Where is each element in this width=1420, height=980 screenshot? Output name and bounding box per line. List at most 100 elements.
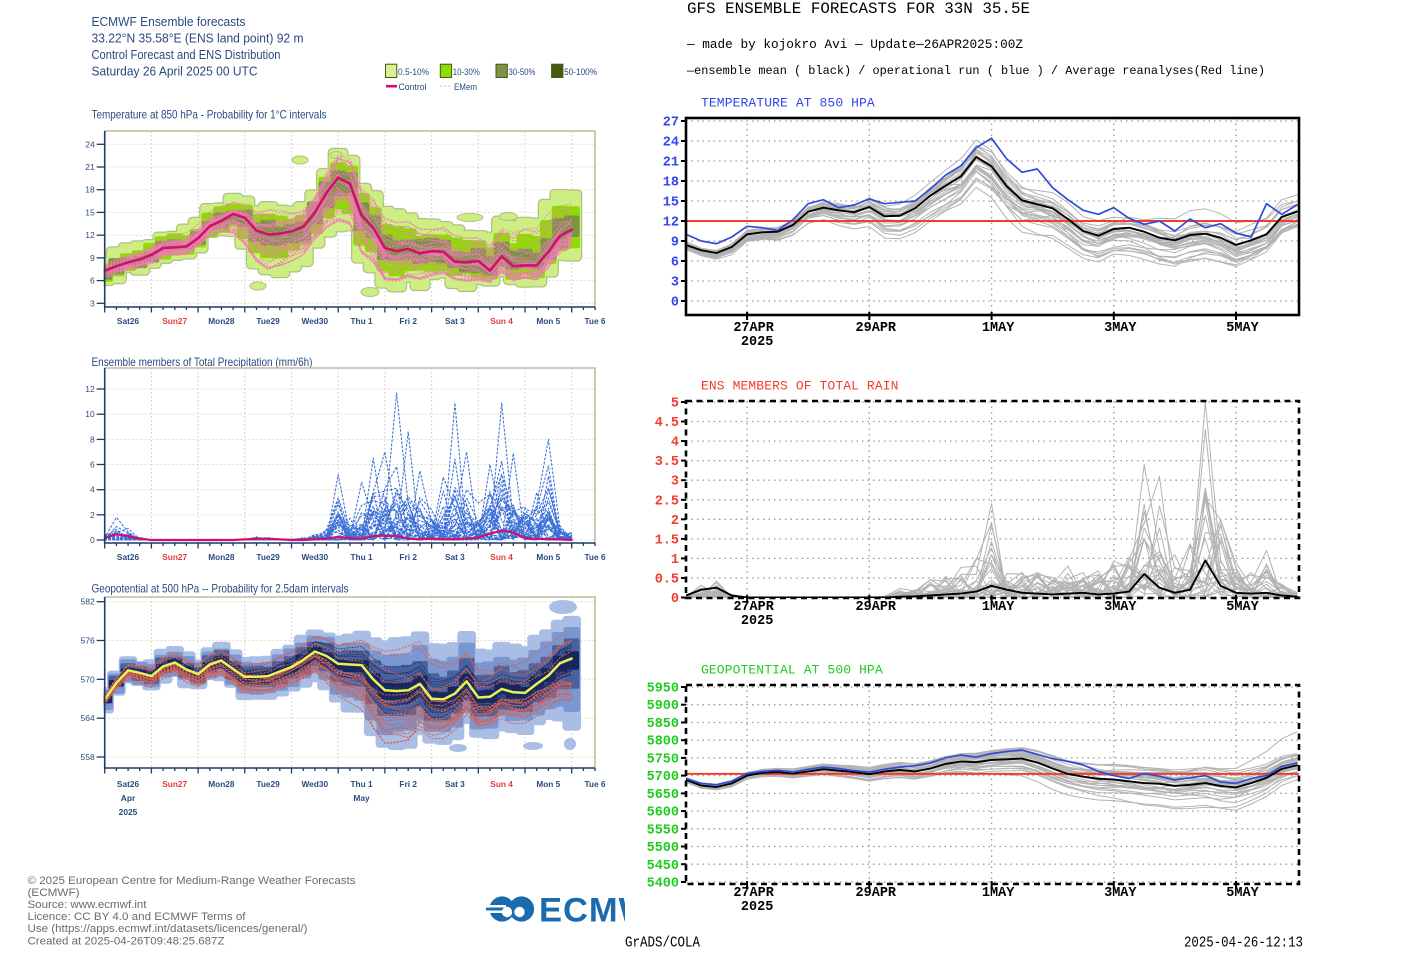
svg-text:Mon 5: Mon 5 [536,779,560,789]
svg-text:558: 558 [81,752,95,762]
svg-text:5700: 5700 [647,770,679,785]
svg-text:27APR: 27APR [733,886,774,901]
svg-text:Geopotential at 500 hPa -- Pro: Geopotential at 500 hPa -- Probability f… [92,583,349,596]
svg-text:2025-04-26-12:13: 2025-04-26-12:13 [1184,936,1303,952]
svg-text:50-100%: 50-100% [564,67,597,78]
svg-text:Ensemble members of Total Prec: Ensemble members of Total Precipitation … [92,356,313,369]
svg-text:5MAY: 5MAY [1226,321,1259,336]
svg-text:2: 2 [671,514,679,529]
svg-text:Mon28: Mon28 [208,779,235,789]
svg-text:Use (https://apps.ecmwf.int/da: Use (https://apps.ecmwf.int/datasets/lic… [28,923,308,935]
svg-text:6: 6 [90,460,95,470]
svg-text:Tue29: Tue29 [256,316,280,326]
svg-text:15: 15 [85,207,95,217]
svg-text:5: 5 [671,397,679,412]
svg-text:5MAY: 5MAY [1226,886,1259,901]
svg-text:33.22°N 35.58°E (ENS land poin: 33.22°N 35.58°E (ENS land point) 92 m [92,31,304,45]
svg-text:15: 15 [663,195,679,210]
svg-text:Saturday 26 April 2025 00 UTC: Saturday 26 April 2025 00 UTC [92,64,258,78]
svg-text:6: 6 [90,276,95,286]
svg-text:3: 3 [671,475,679,490]
svg-text:—ensemble mean ( black) / oper: —ensemble mean ( black) / operational ru… [686,64,1265,78]
svg-text:5800: 5800 [647,735,679,750]
svg-text:May: May [353,793,370,803]
svg-text:Sun 4: Sun 4 [490,316,513,326]
svg-text:Licence: CC BY 4.0 and ECMWF T: Licence: CC BY 4.0 and ECMWF Terms of [28,911,247,923]
svg-text:4.5: 4.5 [655,416,679,431]
svg-text:576: 576 [81,636,95,646]
svg-text:2025: 2025 [119,807,138,817]
svg-text:12: 12 [85,384,95,394]
svg-text:Sat 3: Sat 3 [445,552,465,562]
svg-text:5500: 5500 [647,841,679,856]
svg-text:5650: 5650 [647,788,679,803]
svg-text:4: 4 [90,485,95,495]
svg-text:1: 1 [671,553,679,568]
svg-text:Created at 2025-04-26T09:48:25: Created at 2025-04-26T09:48:25.687Z [28,935,225,947]
svg-text:Tue 6: Tue 6 [584,316,605,326]
svg-text:9: 9 [671,235,679,250]
svg-text:3MAY: 3MAY [1104,600,1137,615]
svg-text:3MAY: 3MAY [1104,886,1137,901]
svg-text:Source: www.ecmwf.int: Source: www.ecmwf.int [28,899,148,911]
svg-text:Mon28: Mon28 [208,552,235,562]
svg-text:EMem: EMem [454,82,477,93]
svg-text:Tue 6: Tue 6 [584,552,605,562]
svg-text:8: 8 [90,434,95,444]
svg-text:Tue29: Tue29 [256,552,280,562]
svg-text:Mon 5: Mon 5 [536,316,560,326]
svg-text:6: 6 [671,255,679,270]
svg-text:0.5: 0.5 [655,572,679,587]
svg-text:Temperature at 850 hPa - Proba: Temperature at 850 hPa - Probability for… [92,109,327,122]
svg-text:0: 0 [90,535,95,545]
svg-text:1.5: 1.5 [655,533,679,548]
svg-text:5MAY: 5MAY [1226,600,1259,615]
svg-text:4: 4 [671,436,679,451]
svg-text:Tue 6: Tue 6 [584,779,605,789]
svg-text:© 2025 European Centre for Med: © 2025 European Centre for Medium-Range … [28,875,356,887]
svg-text:0: 0 [671,296,679,311]
svg-text:0.5-10%: 0.5-10% [398,67,429,78]
svg-text:30-50%: 30-50% [509,67,536,78]
svg-text:Control: Control [399,82,427,93]
svg-text:2025: 2025 [741,614,773,629]
svg-text:Sat26: Sat26 [117,779,140,789]
svg-text:12: 12 [85,230,95,240]
svg-text:Wed30: Wed30 [302,552,329,562]
svg-text:ECMWF: ECMWF [539,892,674,930]
svg-text:Sun 4: Sun 4 [490,779,513,789]
svg-text:Sat 3: Sat 3 [445,779,465,789]
svg-text:1MAY: 1MAY [982,321,1015,336]
svg-text:29APR: 29APR [856,321,897,336]
svg-text:21: 21 [663,155,679,170]
svg-text:29APR: 29APR [856,886,897,901]
svg-text:24: 24 [85,139,95,149]
svg-text:5900: 5900 [647,699,679,714]
svg-text:27APR: 27APR [733,321,774,336]
svg-text:Apr: Apr [121,793,136,803]
svg-text:5750: 5750 [647,752,679,767]
svg-text:2: 2 [90,510,95,520]
svg-text:Sat26: Sat26 [117,552,140,562]
svg-text:Thu 1: Thu 1 [350,552,373,562]
svg-text:Wed30: Wed30 [302,779,329,789]
svg-text:2025: 2025 [741,335,773,350]
svg-text:ECMWF Ensemble forecasts: ECMWF Ensemble forecasts [92,15,246,29]
svg-text:2.5: 2.5 [655,494,679,509]
svg-text:10-30%: 10-30% [453,67,480,78]
svg-text:Tue29: Tue29 [256,779,280,789]
svg-text:Sun 4: Sun 4 [490,552,513,562]
svg-text:27: 27 [663,115,679,130]
svg-text:Thu 1: Thu 1 [350,779,373,789]
svg-text:Sat26: Sat26 [117,316,140,326]
svg-text:5550: 5550 [647,823,679,838]
svg-text:582: 582 [81,597,95,607]
svg-text:Fri 2: Fri 2 [399,779,417,789]
svg-text:0: 0 [671,592,679,607]
svg-text:GFS ENSEMBLE FORECASTS FOR 33N: GFS ENSEMBLE FORECASTS FOR 33N 35.5E [687,0,1030,18]
svg-text:5950: 5950 [647,682,679,697]
svg-text:Wed30: Wed30 [302,316,329,326]
svg-text:570: 570 [81,674,95,684]
svg-text:3: 3 [90,298,95,308]
svg-text:27APR: 27APR [733,600,774,615]
